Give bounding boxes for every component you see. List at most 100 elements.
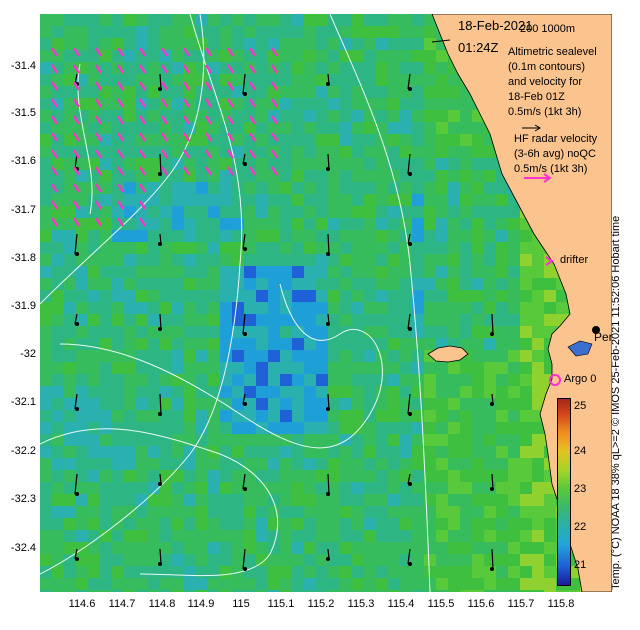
contour-line xyxy=(40,14,205,305)
sst-cell xyxy=(424,194,436,206)
sst-cell xyxy=(436,422,448,434)
sst-cell xyxy=(88,446,100,458)
sst-cell xyxy=(352,434,364,446)
sst-cell xyxy=(268,302,280,314)
sst-cell xyxy=(256,590,268,592)
sst-cell xyxy=(112,98,124,110)
sst-cell xyxy=(256,506,268,518)
sst-cell xyxy=(268,86,280,98)
hf-radar-arrow xyxy=(160,98,169,108)
sst-cell xyxy=(124,374,136,386)
sst-cell xyxy=(532,326,544,338)
altimetry-arrow-head xyxy=(408,412,412,416)
sst-cell xyxy=(76,458,88,470)
sst-cell xyxy=(232,278,244,290)
sst-cell xyxy=(280,194,292,206)
sst-cell xyxy=(364,314,376,326)
sst-cell xyxy=(220,182,232,194)
sst-cell xyxy=(340,398,352,410)
sst-cell xyxy=(112,566,124,578)
sst-cell xyxy=(256,98,268,110)
sst-cell xyxy=(472,434,484,446)
sst-cell xyxy=(76,266,88,278)
sst-cell xyxy=(328,38,340,50)
sst-cell xyxy=(304,218,316,230)
sst-cell xyxy=(316,386,328,398)
sst-cell xyxy=(544,266,556,278)
hf-radar-arrow xyxy=(72,115,81,125)
sst-cell xyxy=(520,422,532,434)
sst-cell xyxy=(292,38,304,50)
sst-cell xyxy=(352,350,364,362)
sst-cell xyxy=(208,218,220,230)
sst-cell xyxy=(292,242,304,254)
sst-cell xyxy=(316,554,328,566)
sst-cell xyxy=(64,14,76,26)
sst-cell xyxy=(64,482,76,494)
sst-cell xyxy=(268,530,280,542)
sst-cell xyxy=(520,434,532,446)
sst-cell xyxy=(100,362,112,374)
sst-cell xyxy=(460,494,472,506)
sst-cell xyxy=(448,170,460,182)
sst-cell xyxy=(328,302,340,314)
sst-cell xyxy=(472,350,484,362)
hf-radar-arrow xyxy=(182,166,191,176)
sst-cell xyxy=(64,506,76,518)
sst-cell xyxy=(220,542,232,554)
sst-cell xyxy=(280,62,292,74)
sst-cell xyxy=(52,230,64,242)
sst-cell xyxy=(424,566,436,578)
sst-cell xyxy=(496,278,508,290)
sst-cell xyxy=(100,134,112,146)
hf-radar-arrow xyxy=(226,64,235,74)
hf-radar-arrow xyxy=(116,149,125,159)
sst-cell xyxy=(40,314,52,326)
sst-cell xyxy=(412,182,424,194)
sst-cell xyxy=(40,74,52,86)
sst-cell xyxy=(112,194,124,206)
sst-cell xyxy=(436,374,448,386)
hf-radar-arrow xyxy=(94,64,103,74)
sst-cell xyxy=(484,230,496,242)
sst-cell xyxy=(352,122,364,134)
sst-cell xyxy=(304,398,316,410)
sst-cell xyxy=(232,554,244,566)
sst-cell xyxy=(40,146,52,158)
sst-cell xyxy=(364,506,376,518)
sst-cell xyxy=(364,254,376,266)
sst-cell xyxy=(76,158,88,170)
sst-cell xyxy=(76,38,88,50)
sst-cell xyxy=(436,434,448,446)
sst-cell xyxy=(496,254,508,266)
sst-cell xyxy=(376,398,388,410)
sst-cell xyxy=(100,62,112,74)
sst-cell xyxy=(160,218,172,230)
sst-cell xyxy=(100,566,112,578)
sst-cell xyxy=(412,50,424,62)
sst-cell xyxy=(496,530,508,542)
colorbar-tick: 23 xyxy=(574,483,587,495)
sst-cell xyxy=(88,242,100,254)
sst-cell xyxy=(292,146,304,158)
altimetry-arrow-head xyxy=(326,167,330,171)
sst-cell xyxy=(364,134,376,146)
sst-cell xyxy=(184,290,196,302)
sst-cell xyxy=(196,158,208,170)
sst-cell xyxy=(304,362,316,374)
sst-cell xyxy=(484,530,496,542)
sst-cell xyxy=(208,302,220,314)
sst-cell xyxy=(52,374,64,386)
sst-cell xyxy=(448,110,460,122)
sst-cell xyxy=(400,446,412,458)
sst-cell xyxy=(520,554,532,566)
sst-cell xyxy=(412,122,424,134)
sst-cell xyxy=(352,230,364,242)
sst-cell xyxy=(448,206,460,218)
sst-cell xyxy=(124,554,136,566)
sst-cell xyxy=(388,242,400,254)
sst-cell xyxy=(52,506,64,518)
sst-cell xyxy=(436,146,448,158)
sst-cell xyxy=(256,230,268,242)
sst-cell xyxy=(352,578,364,590)
